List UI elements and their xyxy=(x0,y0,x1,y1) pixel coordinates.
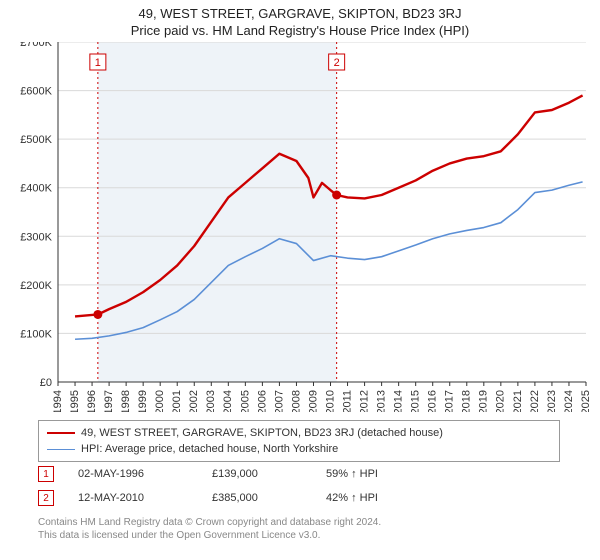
sales-table: 1 02-MAY-1996 £139,000 59% ↑ HPI 2 12-MAY-201… xyxy=(38,462,560,510)
svg-text:2019: 2019 xyxy=(478,390,490,412)
svg-text:1997: 1997 xyxy=(103,390,115,412)
sale-hpi-delta: 42% ↑ HPI xyxy=(326,492,426,504)
svg-text:2010: 2010 xyxy=(324,390,336,412)
svg-text:1: 1 xyxy=(95,57,101,69)
svg-text:2008: 2008 xyxy=(290,390,302,412)
chart-title-sub: Price paid vs. HM Land Registry's House … xyxy=(0,23,600,38)
svg-text:1998: 1998 xyxy=(120,390,132,412)
svg-text:£600K: £600K xyxy=(20,86,52,98)
svg-text:1995: 1995 xyxy=(69,390,81,412)
svg-text:£500K: £500K xyxy=(20,134,52,146)
legend-row: HPI: Average price, detached house, Nort… xyxy=(47,441,551,457)
svg-text:£200K: £200K xyxy=(20,280,52,292)
svg-text:1996: 1996 xyxy=(86,390,98,412)
line-chart-svg: £0 £100K £200K £300K £400K £500K £600K £700K 199… xyxy=(10,42,590,412)
svg-text:2000: 2000 xyxy=(154,390,166,412)
legend-line-swatch xyxy=(47,432,75,434)
svg-text:2: 2 xyxy=(334,57,340,69)
svg-text:2025: 2025 xyxy=(580,390,590,412)
svg-text:2002: 2002 xyxy=(188,390,200,412)
sale-date: 02-MAY-1996 xyxy=(78,468,188,480)
sale-row: 2 12-MAY-2010 £385,000 42% ↑ HPI xyxy=(38,486,560,510)
sale-price: £139,000 xyxy=(212,468,302,480)
svg-text:2011: 2011 xyxy=(341,390,353,412)
legend: 49, WEST STREET, GARGRAVE, SKIPTON, BD23… xyxy=(38,420,560,462)
svg-text:2006: 2006 xyxy=(256,390,268,412)
svg-text:2018: 2018 xyxy=(461,390,473,412)
svg-text:2005: 2005 xyxy=(239,390,251,412)
svg-text:1994: 1994 xyxy=(52,390,64,412)
svg-text:£400K: £400K xyxy=(20,183,52,195)
svg-text:2022: 2022 xyxy=(529,390,541,412)
svg-text:2012: 2012 xyxy=(358,390,370,412)
footer-note: Contains HM Land Registry data © Crown c… xyxy=(38,516,560,542)
svg-text:2017: 2017 xyxy=(444,390,456,412)
legend-label: 49, WEST STREET, GARGRAVE, SKIPTON, BD23… xyxy=(81,425,443,441)
svg-text:2007: 2007 xyxy=(273,390,285,412)
svg-text:2016: 2016 xyxy=(427,390,439,412)
svg-text:£100K: £100K xyxy=(20,328,52,340)
chart-titles: 49, WEST STREET, GARGRAVE, SKIPTON, BD23… xyxy=(0,0,600,40)
sale-price: £385,000 xyxy=(212,492,302,504)
sale-date: 12-MAY-2010 xyxy=(78,492,188,504)
svg-text:2001: 2001 xyxy=(171,390,183,412)
chart-title-main: 49, WEST STREET, GARGRAVE, SKIPTON, BD23… xyxy=(0,6,600,21)
svg-text:2023: 2023 xyxy=(546,390,558,412)
sale-row: 1 02-MAY-1996 £139,000 59% ↑ HPI xyxy=(38,462,560,486)
footer-line-2: This data is licensed under the Open Gov… xyxy=(38,529,560,542)
svg-text:2004: 2004 xyxy=(222,390,234,412)
legend-row: 49, WEST STREET, GARGRAVE, SKIPTON, BD23… xyxy=(47,425,551,441)
footer-line-1: Contains HM Land Registry data © Crown c… xyxy=(38,516,560,529)
legend-label: HPI: Average price, detached house, Nort… xyxy=(81,441,338,457)
svg-text:2021: 2021 xyxy=(512,390,524,412)
svg-text:£700K: £700K xyxy=(20,42,52,49)
svg-text:2024: 2024 xyxy=(563,390,575,412)
sale-marker-box: 1 xyxy=(38,466,54,482)
svg-text:1999: 1999 xyxy=(137,390,149,412)
svg-text:2014: 2014 xyxy=(393,390,405,412)
svg-text:2015: 2015 xyxy=(410,390,422,412)
svg-text:2013: 2013 xyxy=(376,390,388,412)
svg-text:2020: 2020 xyxy=(495,390,507,412)
sale-hpi-delta: 59% ↑ HPI xyxy=(326,468,426,480)
svg-text:£0: £0 xyxy=(40,377,52,389)
svg-text:2009: 2009 xyxy=(307,390,319,412)
legend-line-swatch xyxy=(47,449,75,450)
svg-text:£300K: £300K xyxy=(20,231,52,243)
chart-area: £0 £100K £200K £300K £400K £500K £600K £700K 199… xyxy=(10,42,590,412)
svg-text:2003: 2003 xyxy=(205,390,217,412)
sale-marker-box: 2 xyxy=(38,490,54,506)
